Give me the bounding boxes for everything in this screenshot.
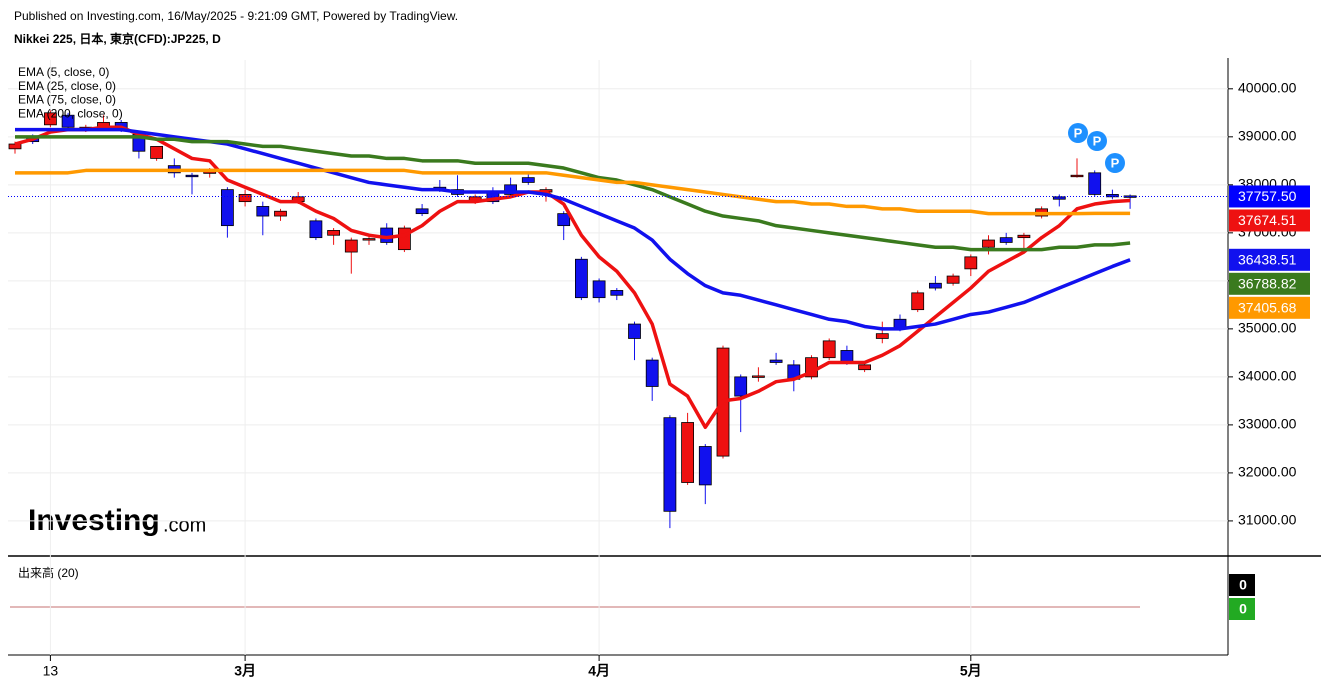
price-badge — [1229, 296, 1310, 319]
y-tick-label: 32000.00 — [1238, 464, 1297, 480]
candle-body — [327, 230, 341, 236]
candle-body — [929, 282, 942, 289]
price-badge — [1229, 272, 1310, 295]
volume-title: 出来高 (20) — [18, 565, 79, 580]
ema-line — [15, 127, 1131, 331]
logo-suffix: .com — [163, 514, 206, 536]
price-badge — [1229, 248, 1310, 271]
signal-label: P — [1093, 133, 1102, 148]
candle-body — [557, 213, 571, 227]
y-tick-label: 40000.00 — [1238, 80, 1297, 96]
price-badge — [1229, 209, 1310, 232]
candle-body — [698, 446, 712, 486]
x-tick-label: 4月 — [588, 663, 610, 679]
candle-body — [344, 239, 358, 253]
candle-body — [1052, 196, 1066, 200]
price-badge-label: 36788.82 — [1238, 276, 1297, 292]
candle-body — [999, 237, 1013, 243]
signal-marker — [1068, 123, 1088, 143]
candle-body — [1017, 234, 1031, 239]
candle-body — [946, 275, 960, 284]
candle-body — [610, 290, 624, 296]
candle-body — [220, 189, 234, 227]
x-tick-label: 3月 — [234, 663, 256, 679]
candle-body — [752, 375, 765, 378]
candle-body — [8, 143, 22, 150]
legend-entry: EMA (75, close, 0) — [18, 93, 116, 107]
candle-body — [858, 364, 871, 371]
symbol-title: Nikkei 225, 日本, 東京(CFD):JP225, D — [14, 31, 221, 46]
y-tick-label: 39000.00 — [1238, 128, 1297, 144]
candle-body — [274, 210, 287, 217]
legend-entry: EMA (25, close, 0) — [18, 79, 116, 93]
price-badge-label: 36438.51 — [1238, 252, 1297, 268]
volume-badge — [1229, 598, 1255, 620]
candle-body — [769, 359, 783, 363]
plot — [8, 60, 1228, 655]
volume-badge — [1229, 574, 1255, 596]
ema-line — [14, 125, 1131, 430]
signal-marker — [1105, 153, 1125, 173]
candle-body — [663, 417, 677, 512]
candle-body — [256, 206, 270, 217]
candle-body — [44, 112, 57, 126]
signal-label: P — [1074, 125, 1083, 140]
x-tick-label: 5月 — [960, 663, 982, 679]
candle-body — [911, 292, 925, 311]
candle-body — [964, 256, 978, 270]
candle-body — [185, 174, 199, 178]
legend-entry: EMA (200, close, 0) — [18, 106, 123, 120]
candle-body — [362, 238, 376, 241]
candle-body — [238, 194, 252, 203]
candle-body — [681, 422, 694, 483]
ema-line — [15, 168, 1131, 216]
candle-body — [875, 333, 889, 339]
candle-body — [150, 146, 164, 159]
candle-body — [380, 227, 394, 243]
candle-body — [628, 323, 641, 339]
x-tick-label: 13 — [43, 663, 59, 679]
y-tick-label: 34000.00 — [1238, 368, 1297, 384]
signal-label: P — [1111, 155, 1120, 170]
price-badge-label: 37757.50 — [1238, 188, 1297, 204]
candle-body — [309, 220, 323, 239]
y-tick-label: 33000.00 — [1238, 416, 1297, 432]
price-badge-label: 37405.68 — [1238, 300, 1297, 316]
price-badge-label: 37674.51 — [1238, 212, 1297, 228]
candle-body — [822, 340, 836, 359]
candle-body — [645, 359, 659, 387]
candle-body — [982, 239, 995, 248]
volume-badge-label: 0 — [1239, 601, 1247, 617]
candle-body — [840, 350, 854, 363]
candle-body — [575, 258, 588, 299]
candle-body — [592, 280, 606, 299]
ema-line — [15, 135, 1131, 252]
candle-body — [521, 177, 535, 183]
signal-marker — [1087, 131, 1107, 151]
candle-body — [1088, 172, 1102, 195]
candle-body — [504, 184, 518, 195]
legend-entry: EMA (5, close, 0) — [18, 65, 109, 79]
candle-body — [1070, 174, 1084, 178]
candle-body — [415, 208, 429, 215]
price-badge — [1229, 185, 1310, 208]
y-tick-label: 35000.00 — [1238, 320, 1297, 336]
volume-badge-label: 0 — [1239, 577, 1247, 593]
candle-body — [734, 376, 748, 397]
y-tick-label: 31000.00 — [1238, 512, 1297, 528]
candle-body — [61, 114, 75, 128]
published-note: Published on Investing.com, 16/May/2025 … — [14, 9, 458, 23]
